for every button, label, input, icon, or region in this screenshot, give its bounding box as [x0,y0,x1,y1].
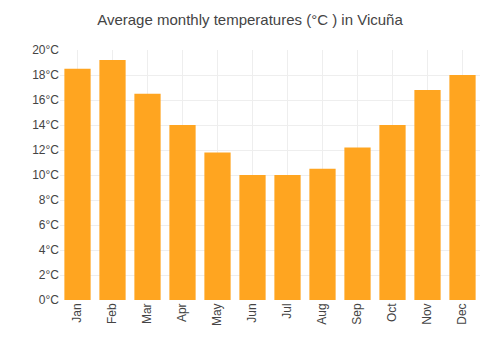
svg-text:14°C: 14°C [32,118,59,132]
svg-text:0°C: 0°C [39,293,59,307]
svg-text:10°C: 10°C [32,168,59,182]
svg-text:8°C: 8°C [39,193,59,207]
svg-text:20°C: 20°C [32,43,59,57]
svg-text:Jul: Jul [280,303,294,318]
svg-text:Oct: Oct [385,303,399,322]
svg-text:Jun: Jun [245,303,259,322]
svg-text:Nov: Nov [420,303,434,324]
svg-text:18°C: 18°C [32,68,59,82]
svg-text:Dec: Dec [455,303,469,324]
svg-text:6°C: 6°C [39,218,59,232]
svg-text:Feb: Feb [105,303,119,324]
svg-text:2°C: 2°C [39,268,59,282]
svg-text:4°C: 4°C [39,243,59,257]
svg-text:16°C: 16°C [32,93,59,107]
svg-text:12°C: 12°C [32,143,59,157]
svg-text:Aug: Aug [315,303,329,324]
svg-text:Apr: Apr [175,303,189,322]
svg-text:Average monthly temperatures (: Average monthly temperatures (°C ) in Vi… [97,11,403,28]
svg-text:May: May [210,303,224,326]
svg-text:Sep: Sep [350,303,364,325]
svg-text:Mar: Mar [140,303,154,324]
svg-text:Jan: Jan [70,303,84,322]
